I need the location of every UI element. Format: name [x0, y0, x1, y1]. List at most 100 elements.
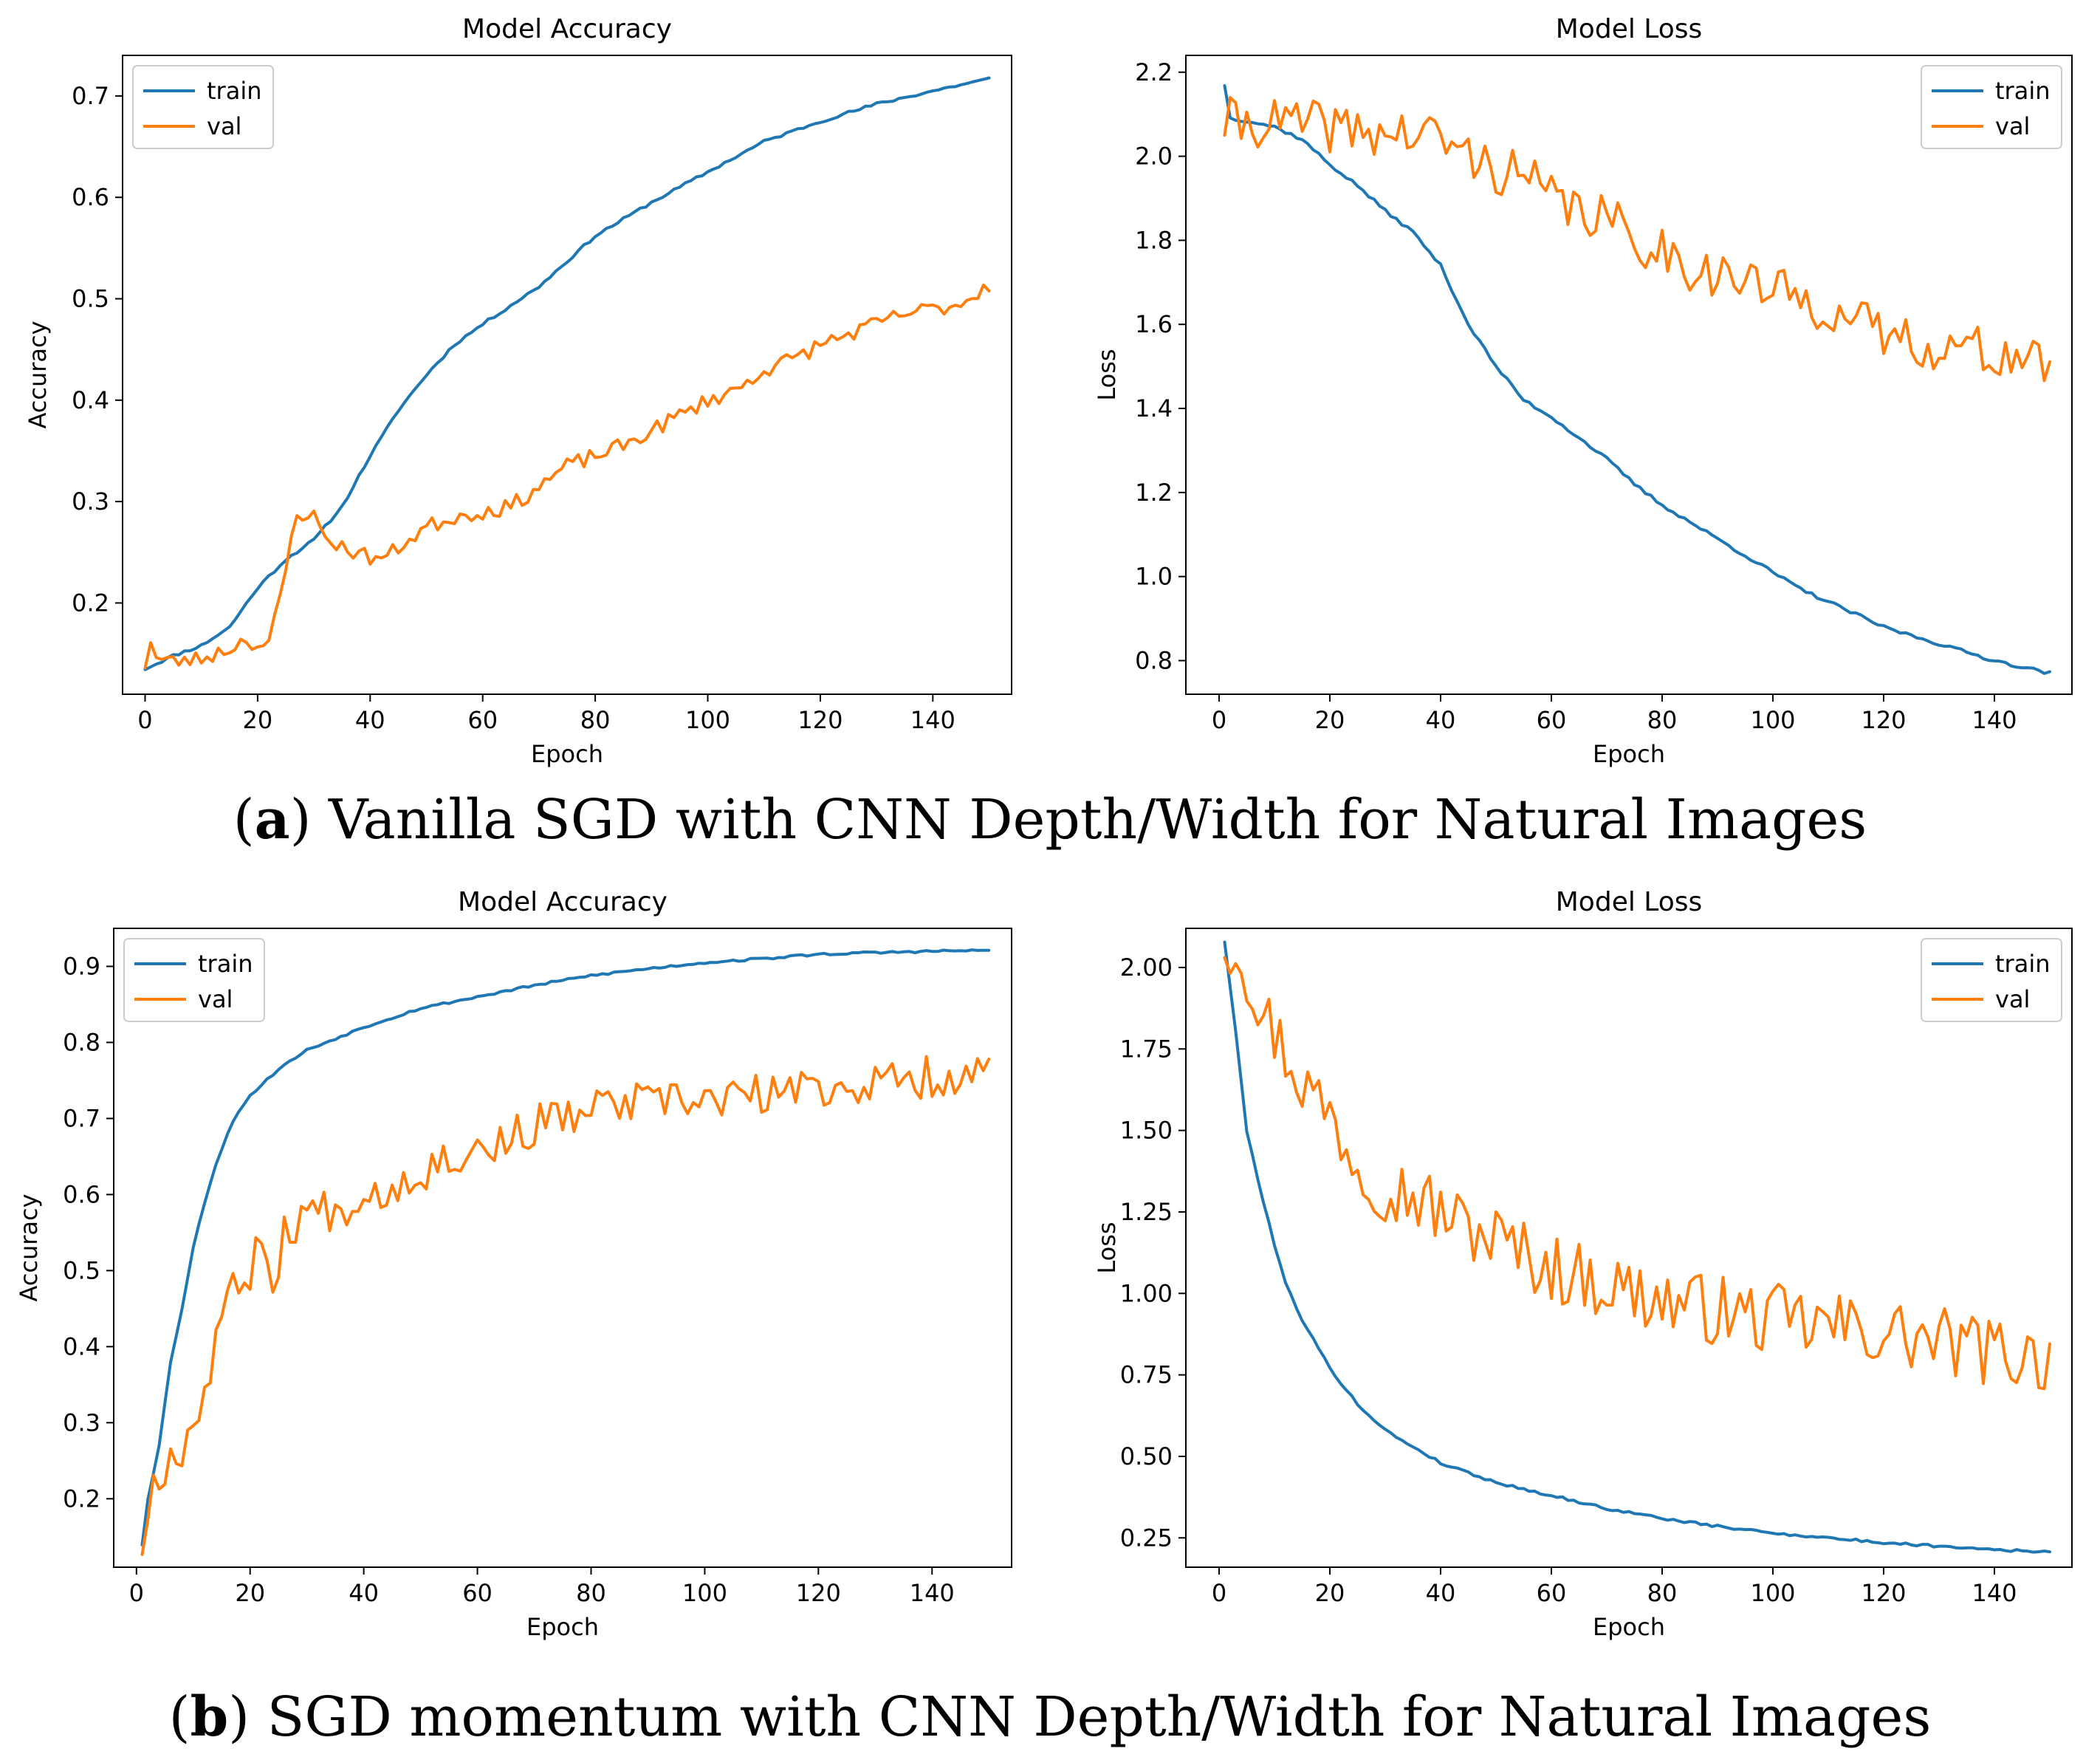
y-tick-label: 0.9: [63, 952, 100, 980]
plot-frame: [122, 55, 1012, 695]
x-axis-label: Epoch: [531, 740, 603, 768]
x-tick-label: 100: [1750, 706, 1795, 734]
y-tick-label: 0.3: [63, 1408, 100, 1436]
x-tick-label: 40: [1426, 1579, 1456, 1607]
series-line-train: [1223, 84, 2051, 675]
caption-b-text: SGD momentum with CNN Depth/Width for Na…: [250, 1685, 1932, 1749]
x-tick-label: 60: [1537, 706, 1567, 734]
x-tick-label: 40: [1426, 706, 1456, 734]
x-tick-label: 140: [910, 1579, 955, 1607]
y-tick-label: 1.4: [1135, 394, 1173, 422]
y-tick-label: 1.25: [1120, 1198, 1173, 1226]
y-tick-label: 0.7: [72, 82, 109, 110]
x-tick-label: 20: [1315, 1579, 1345, 1607]
y-tick-label: 0.8: [1135, 646, 1173, 674]
y-tick-label: 0.3: [72, 487, 109, 516]
y-tick-label: 1.2: [1135, 479, 1173, 507]
x-tick-label: 20: [1315, 706, 1345, 734]
legend: train val: [132, 65, 274, 149]
x-axis-label: Epoch: [526, 1613, 599, 1641]
x-tick-label: 60: [467, 706, 498, 734]
series-line-train: [140, 948, 991, 1547]
x-tick-label: 40: [349, 1579, 379, 1607]
legend-label-train: train: [198, 950, 253, 978]
series-line-val: [1223, 96, 2051, 383]
y-axis-label: Accuracy: [24, 321, 52, 428]
y-tick-label: 1.6: [1135, 310, 1173, 338]
series-line-val: [143, 283, 991, 670]
x-tick-label: 0: [1212, 1579, 1226, 1607]
y-tick-label: 0.5: [72, 285, 109, 313]
legend-label-train: train: [207, 77, 261, 105]
x-tick-label: 100: [682, 1579, 727, 1607]
x-tick-label: 80: [1647, 1579, 1678, 1607]
chart-title: Model Loss: [1556, 14, 1703, 44]
x-tick-label: 20: [243, 706, 273, 734]
legend-label-train: train: [1995, 77, 2050, 105]
x-tick-label: 60: [1537, 1579, 1567, 1607]
plot-frame: [113, 928, 1012, 1568]
y-tick-label: 1.75: [1120, 1035, 1173, 1063]
x-tick-label: 0: [137, 706, 152, 734]
series-group: [140, 948, 991, 1556]
chart-title: Model Loss: [1556, 887, 1703, 917]
plot-frame: [1185, 928, 2073, 1568]
x-tick-label: 140: [1972, 706, 2017, 734]
y-tick-label: 0.50: [1120, 1442, 1173, 1470]
y-axis-label: Accuracy: [15, 1193, 43, 1301]
y-tick-label: 0.75: [1120, 1361, 1173, 1389]
x-axis-label: Epoch: [1593, 740, 1665, 768]
legend-label-train: train: [1995, 950, 2050, 978]
x-tick-label: 100: [685, 706, 730, 734]
x-tick-label: 120: [1861, 1579, 1906, 1607]
y-tick-label: 0.6: [72, 183, 109, 211]
legend-label-val: val: [1995, 112, 2030, 140]
caption-b: (b) SGD momentum with CNN Depth/Width fo…: [168, 1685, 1932, 1749]
x-axis-label: Epoch: [1593, 1613, 1665, 1641]
x-tick-label: 120: [796, 1579, 841, 1607]
series-group: [1223, 940, 2051, 1554]
y-tick-label: 0.6: [63, 1180, 100, 1208]
x-tick-label: 140: [910, 706, 955, 734]
y-tick-label: 0.8: [63, 1028, 100, 1056]
y-tick-label: 1.0: [1135, 563, 1173, 591]
y-tick-label: 0.4: [72, 386, 109, 414]
chart-title: Model Accuracy: [458, 887, 668, 917]
legend-label-val: val: [1995, 985, 2030, 1013]
x-tick-label: 140: [1972, 1579, 2017, 1607]
x-tick-label: 120: [797, 706, 843, 734]
chart-title: Model Accuracy: [462, 14, 672, 44]
y-axis-label: Loss: [1093, 349, 1121, 400]
series-group: [143, 76, 991, 671]
x-tick-label: 20: [235, 1579, 265, 1607]
x-tick-label: 80: [1647, 706, 1678, 734]
y-tick-label: 2.00: [1120, 953, 1173, 982]
x-tick-label: 80: [580, 706, 611, 734]
caption-a-letter: a: [254, 788, 290, 852]
plot-frame: [1185, 55, 2073, 695]
series-line-train: [1223, 940, 2051, 1554]
y-tick-label: 0.2: [72, 589, 109, 617]
y-tick-label: 1.50: [1120, 1117, 1173, 1145]
x-tick-label: 0: [1212, 706, 1226, 734]
x-tick-label: 60: [462, 1579, 493, 1607]
y-tick-label: 2.0: [1135, 143, 1173, 171]
y-tick-label: 0.5: [63, 1256, 100, 1284]
x-tick-label: 100: [1750, 1579, 1795, 1607]
legend: train val: [1921, 938, 2062, 1022]
y-tick-label: 0.7: [63, 1104, 100, 1132]
legend: train val: [123, 938, 265, 1022]
y-tick-label: 1.00: [1120, 1279, 1173, 1307]
series-line-val: [1223, 956, 2051, 1391]
y-tick-label: 2.2: [1135, 58, 1173, 86]
caption-a-text: Vanilla SGD with CNN Depth/Width for Nat…: [311, 788, 1867, 852]
y-tick-label: 0.25: [1120, 1524, 1173, 1552]
series-group: [1223, 84, 2051, 675]
y-tick-label: 0.2: [63, 1484, 100, 1513]
caption-b-letter: b: [190, 1685, 229, 1749]
x-tick-label: 40: [355, 706, 385, 734]
x-tick-label: 0: [129, 1579, 144, 1607]
